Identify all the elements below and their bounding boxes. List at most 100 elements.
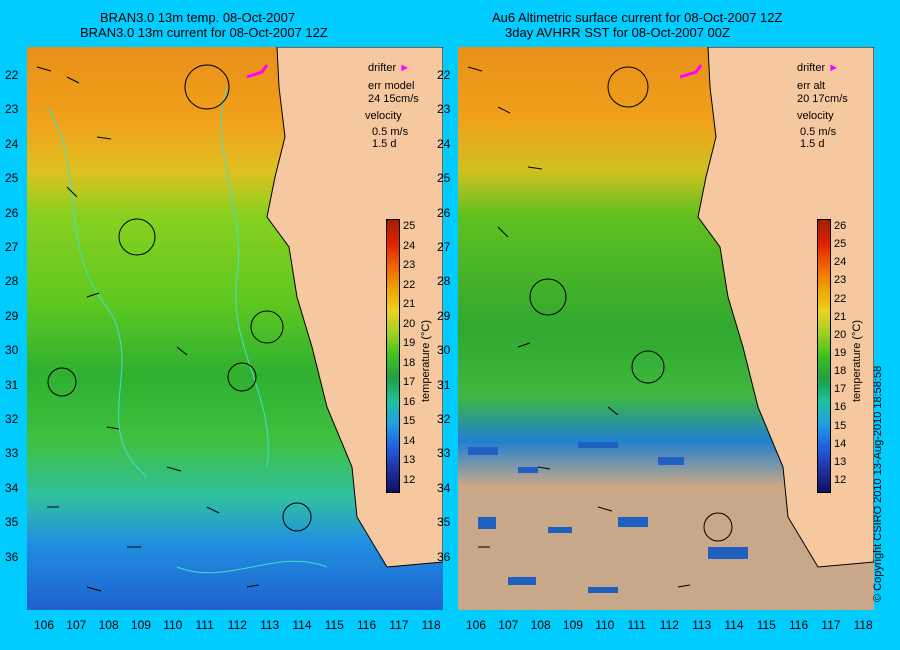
colorbar-tick-label: 18 — [403, 356, 416, 369]
right-legend-drifter-label: drifter — [797, 62, 826, 74]
longitude-label: 106 — [34, 618, 55, 632]
longitude-label: 109 — [562, 618, 583, 632]
longitude-label: 107 — [66, 618, 87, 632]
latitude-label: 29 — [437, 308, 451, 323]
colorbar-tick-label: 23 — [834, 274, 847, 287]
right-legend-time: 1.5 d — [800, 138, 825, 150]
latitude-label: 32 — [5, 412, 19, 426]
latitude-label: 32 — [437, 412, 451, 426]
colorbar-tick-label: 26 — [834, 220, 847, 232]
right-drifter-track — [679, 64, 703, 79]
longitude-label: 117 — [821, 618, 841, 632]
left-current-vectors — [36, 64, 312, 592]
longitude-label: 118 — [853, 618, 873, 632]
latitude-label: 27 — [437, 240, 451, 254]
left-map-panel — [27, 47, 443, 610]
colorbar-tick-label: 23 — [403, 259, 416, 272]
longitude-label: 112 — [227, 618, 247, 632]
colorbar-tick-label: 17 — [403, 376, 416, 389]
colorbar-tick-label: 17 — [834, 383, 847, 396]
longitude-label: 112 — [659, 618, 679, 632]
latitude-label: 23 — [437, 102, 451, 117]
right-legend-velocity-value: 0.5 m/s — [800, 126, 837, 138]
colorbar-tick-label: 15 — [403, 415, 416, 428]
colorbar-tick-label: 22 — [403, 278, 416, 291]
latitude-label: 24 — [437, 136, 451, 151]
latitude-label: 33 — [437, 446, 451, 461]
longitude-label: 108 — [530, 618, 551, 632]
colorbar-tick-label: 12 — [834, 474, 847, 486]
latitude-label: 26 — [5, 205, 19, 220]
longitude-label: 115 — [324, 618, 344, 632]
latitude-label: 22 — [5, 68, 19, 82]
latitude-label: 25 — [5, 171, 19, 186]
latitude-label: 23 — [5, 102, 19, 117]
latitude-label: 31 — [5, 377, 19, 392]
longitude-label: 113 — [692, 618, 712, 632]
longitude-label: 115 — [756, 618, 776, 632]
longitude-label: 116 — [789, 618, 809, 632]
colorbar-tick-label: 24 — [403, 239, 416, 252]
left-title-line1: BRAN3.0 13m temp. 08-Oct-2007 — [100, 10, 296, 25]
colorbar-tick-label: 12 — [403, 474, 416, 486]
latitude-label: 36 — [5, 549, 19, 564]
longitude-label: 117 — [389, 618, 409, 632]
longitude-label: 111 — [627, 618, 646, 632]
left-title-line2: BRAN3.0 13m current for 08-Oct-2007 12Z — [80, 25, 328, 40]
colorbar-tick-label: 21 — [403, 298, 416, 311]
colorbar-tick-label: 16 — [834, 401, 847, 414]
left-legend-drifter-label: drifter — [368, 62, 397, 74]
colorbar-tick-label: 13 — [403, 454, 416, 467]
colorbar-tick-label: 14 — [403, 434, 416, 447]
colorbar-tick-label: 20 — [403, 317, 416, 330]
left-sst-map — [27, 47, 443, 610]
drifter-arrow-icon: ► — [399, 62, 411, 74]
longitude-label: 110 — [163, 618, 183, 632]
longitude-label: 114 — [724, 618, 744, 632]
longitude-label: 113 — [260, 618, 280, 632]
colorbar-tick-label: 18 — [834, 365, 847, 378]
left-colorbar — [386, 219, 400, 493]
right-legend-drifter: drifter ► — [797, 62, 839, 74]
latitude-label: 34 — [5, 480, 19, 495]
left-legend-err-value: 24 15cm/s — [368, 93, 419, 105]
latitude-label: 30 — [5, 343, 19, 358]
colorbar-tick-label: 16 — [403, 395, 416, 408]
right-legend-err-label: err alt — [797, 80, 826, 92]
left-contours — [46, 86, 328, 574]
latitude-label: 22 — [437, 68, 451, 82]
longitude-label: 111 — [195, 618, 214, 632]
longitude-label: 106 — [466, 618, 487, 632]
colorbar-tick-label: 24 — [834, 256, 847, 269]
latitude-label: 35 — [437, 515, 451, 530]
drifter-arrow-icon: ► — [828, 62, 840, 74]
longitude-label: 110 — [595, 618, 615, 632]
longitude-label: 114 — [292, 618, 312, 632]
colorbar-tick-label: 22 — [834, 292, 847, 305]
right-cloud-speckle — [468, 442, 748, 593]
latitude-label: 24 — [5, 136, 19, 151]
left-colorbar-title: temperature (°C) — [420, 319, 432, 402]
right-title-line2: 3day AVHRR SST for 08-Oct-2007 00Z — [505, 25, 730, 40]
left-legend-velocity-value: 0.5 m/s — [372, 126, 409, 138]
latitude-label: 25 — [437, 171, 451, 186]
left-legend-err-label: err model — [368, 80, 415, 92]
latitude-label: 35 — [5, 515, 19, 530]
copyright-text: © Copyright CSIRO 2010 13-Aug-2010 18:58… — [872, 365, 884, 602]
latitude-label: 36 — [437, 549, 451, 564]
right-colorbar — [817, 219, 831, 493]
latitude-label: 26 — [437, 205, 451, 220]
right-legend-velocity: velocity — [797, 110, 834, 122]
latitude-label: 29 — [5, 308, 19, 323]
latitude-label: 28 — [5, 274, 19, 289]
left-legend-velocity: velocity — [365, 110, 402, 122]
longitude-label: 109 — [130, 618, 151, 632]
right-title-line1: Au6 Altimetric surface current for 08-Oc… — [492, 10, 783, 25]
longitude-label: 107 — [498, 618, 519, 632]
colorbar-tick-label: 25 — [834, 238, 847, 251]
longitude-label: 118 — [421, 618, 441, 632]
latitude-label: 31 — [437, 377, 451, 392]
longitude-label: 116 — [357, 618, 377, 632]
latitude-label: 27 — [5, 240, 19, 254]
longitude-label: 108 — [98, 618, 119, 632]
